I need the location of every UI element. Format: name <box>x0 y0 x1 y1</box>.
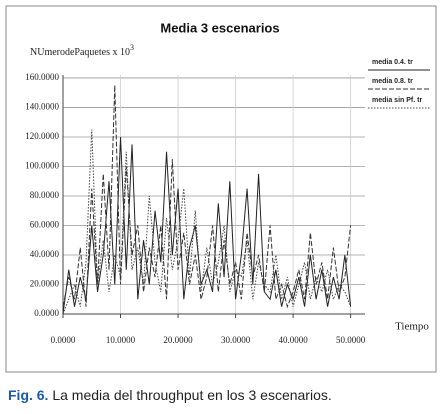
y-tick-label: 140.0000 <box>25 102 59 112</box>
y-tick-label: 160.0000 <box>25 72 59 82</box>
y-tick-label: 40.0000 <box>30 249 60 259</box>
chart-title: Media 3 escenarios <box>160 20 279 35</box>
x-tick-label: 40.0000 <box>278 335 308 345</box>
x-tick-label: 30.0000 <box>221 335 251 345</box>
data-line <box>62 129 352 315</box>
data-line <box>62 85 352 309</box>
chart-frame <box>5 5 437 373</box>
y-tick-label: 80.0000 <box>30 190 60 200</box>
x-tick-label: 0.0000 <box>51 335 76 345</box>
y-tick-label: 0.0000 <box>34 308 59 318</box>
y-label-text: NUmerodePaquetes x 10 <box>30 47 130 58</box>
y-tick-label: 100.0000 <box>25 161 59 171</box>
y-axis-label: NUmerodePaquetes x 103 <box>30 43 134 58</box>
x-tick-label: 50.0000 <box>336 335 366 345</box>
y-label-exponent: 3 <box>130 43 134 52</box>
x-axis-label: Tiempo <box>395 321 429 333</box>
x-tick-label: 20.0000 <box>163 335 193 345</box>
y-tick-label: 60.0000 <box>30 220 60 230</box>
legend-label: media 0.4. tr <box>372 59 413 66</box>
y-tick-label: 20.0000 <box>30 279 60 289</box>
legend-label: media 0.8. tr <box>372 78 413 85</box>
legend-label: media sin Pf. tr <box>372 97 422 104</box>
caption: Fig. 6. La media del throughput en los 3… <box>8 387 332 403</box>
caption-label: Fig. 6. <box>8 387 48 403</box>
y-tick-label: 120.0000 <box>25 131 59 141</box>
caption-text: La media del throughput en los 3 escenar… <box>52 387 331 403</box>
x-tick-label: 10.0000 <box>106 335 136 345</box>
